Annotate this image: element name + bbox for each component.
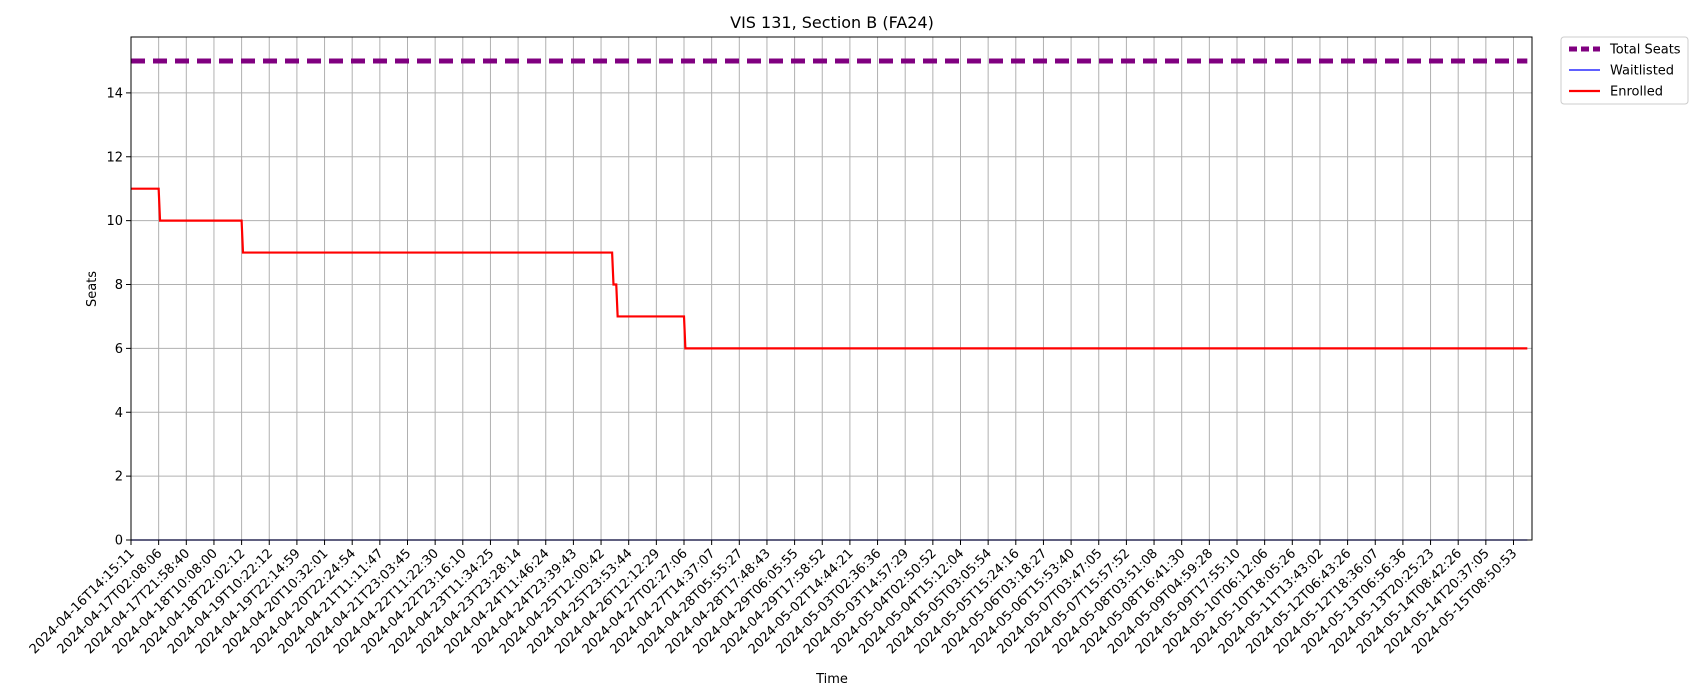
legend: Total Seats Waitlisted Enrolled (1560, 36, 1689, 105)
y-tick-label: 14 (106, 86, 123, 101)
legend-label: Enrolled (1610, 85, 1663, 100)
y-axis-label: Seats (85, 271, 100, 307)
y-tick-label: 4 (115, 406, 123, 421)
y-tick-label: 10 (106, 214, 123, 229)
grid (130, 37, 1532, 541)
y-tick-label: 2 (115, 470, 123, 485)
x-axis-label: Time (815, 672, 848, 687)
legend-label: Waitlisted (1610, 64, 1674, 79)
y-axis: 0 2 4 6 8 10 12 14 (106, 86, 131, 549)
series-layer (131, 58, 1528, 541)
chart-title: VIS 131, Section B (FA24) (730, 13, 934, 32)
legend-box (1560, 36, 1689, 105)
x-axis: 2024-04-16T14:15:112024-04-17T02:08:0620… (27, 540, 1520, 657)
series-line-enrolled (131, 187, 1528, 350)
y-tick-label: 12 (106, 150, 123, 165)
plot-frame (130, 36, 1533, 541)
y-tick-label: 8 (115, 278, 123, 293)
legend-label: Total Seats (1609, 43, 1681, 58)
y-tick-label: 0 (115, 534, 123, 549)
y-tick-label: 6 (115, 342, 123, 357)
